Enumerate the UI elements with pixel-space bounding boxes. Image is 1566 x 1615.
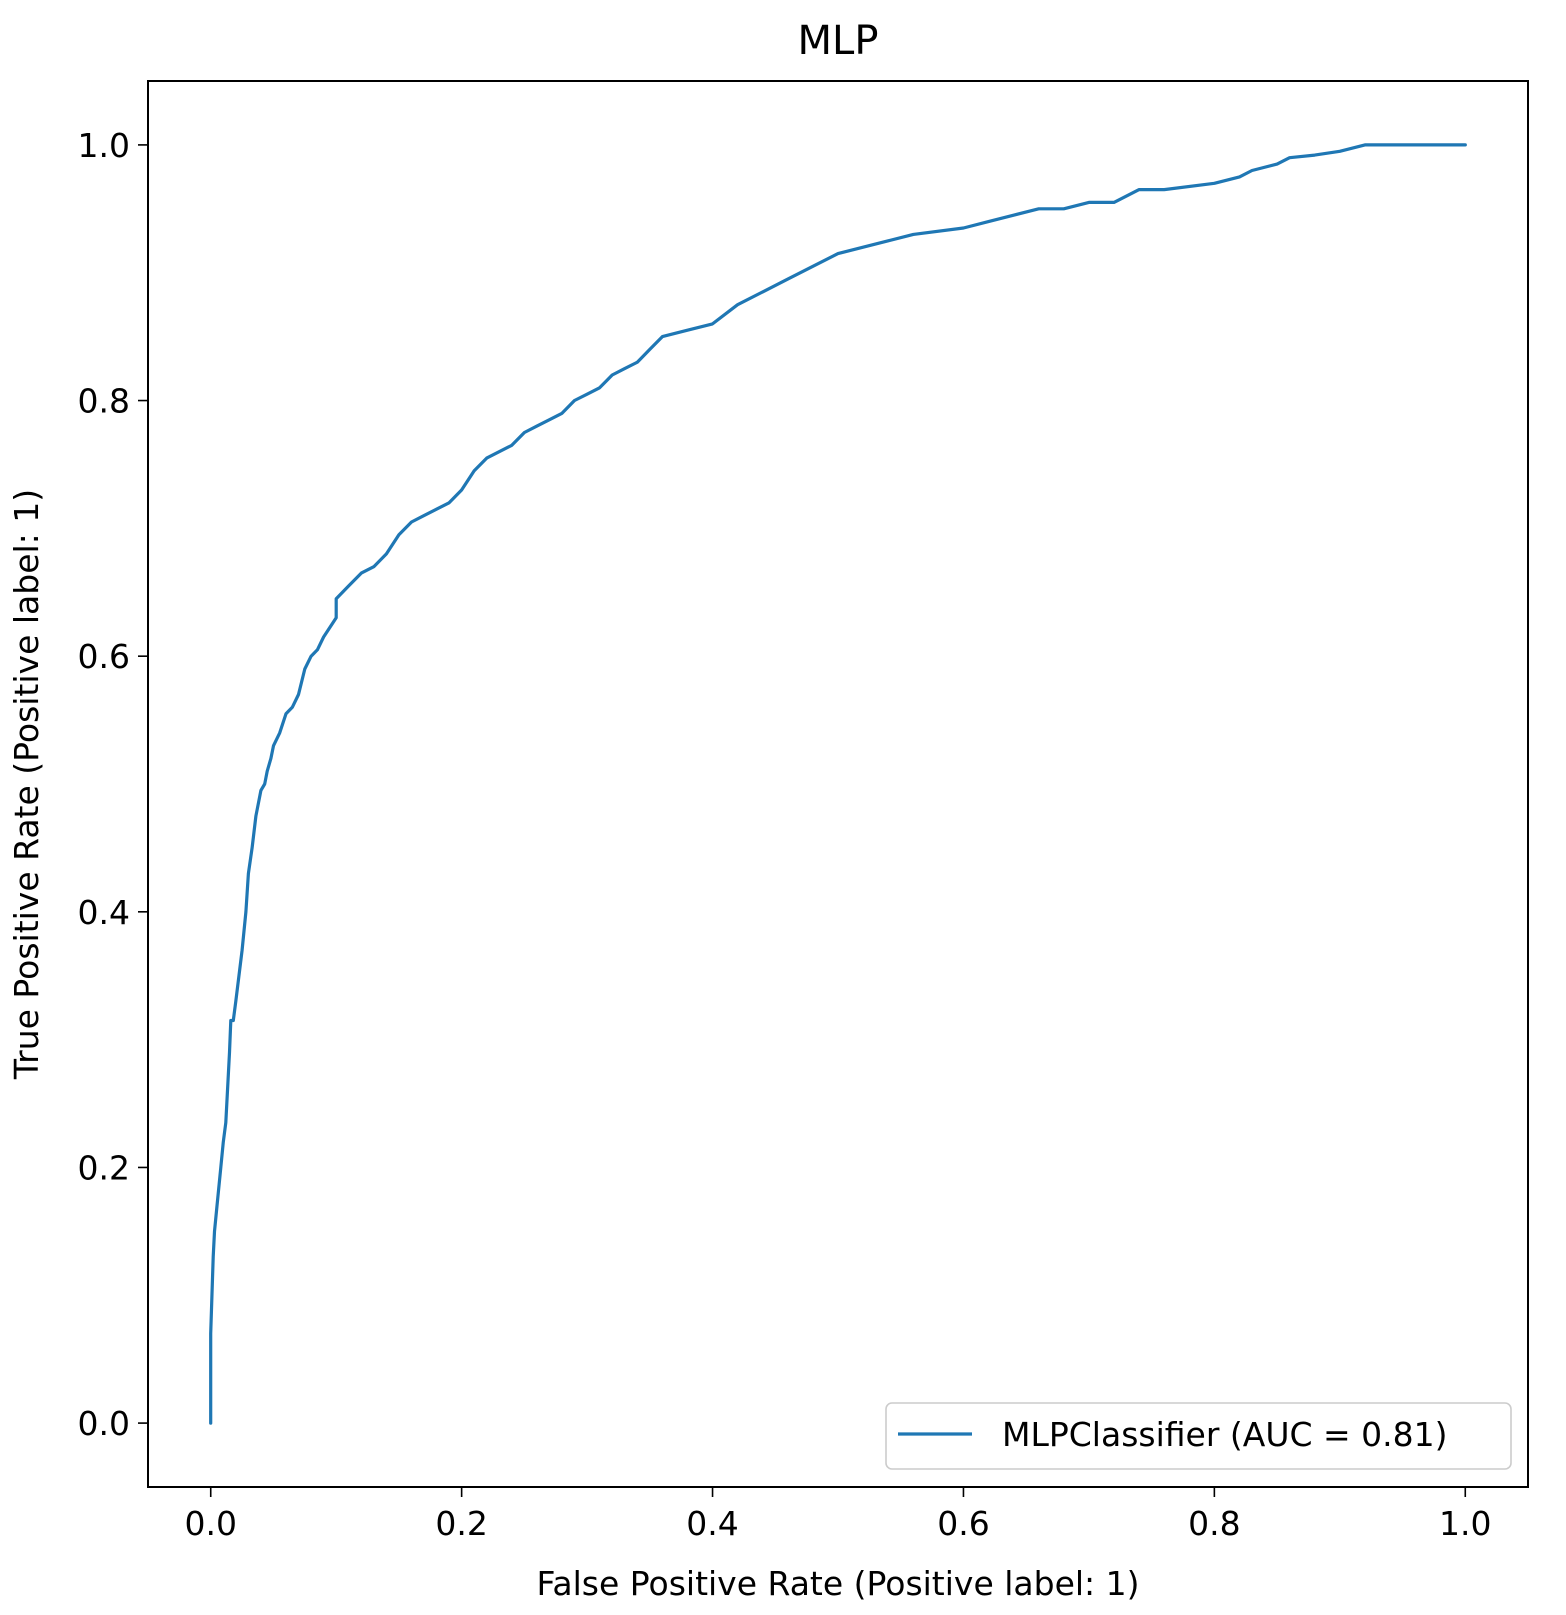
x-tick-label: 0.4 xyxy=(686,1504,738,1543)
y-axis: 0.0 0.2 0.4 0.6 0.8 1.0 xyxy=(78,126,148,1443)
x-axis: 0.0 0.2 0.4 0.6 0.8 1.0 xyxy=(184,1487,1492,1543)
x-axis-label: False Positive Rate (Positive label: 1) xyxy=(536,1564,1139,1603)
x-tick-label: 1.0 xyxy=(1439,1504,1491,1543)
roc-curve-0 xyxy=(209,143,1467,1425)
y-axis-label: True Positive Rate (Positive label: 1) xyxy=(7,489,46,1080)
y-tick-label: 0.8 xyxy=(78,382,130,421)
y-tick-label: 0.2 xyxy=(78,1148,130,1187)
legend: MLPClassifier (AUC = 0.81) xyxy=(885,1402,1512,1470)
legend-box xyxy=(885,1402,1512,1470)
chart-title: MLP xyxy=(798,18,879,64)
y-tick-label: 0.6 xyxy=(78,637,130,676)
y-tick-label: 0.0 xyxy=(78,1404,130,1443)
x-tick-label: 0.8 xyxy=(1188,1504,1240,1543)
axes-frame xyxy=(147,80,1529,1488)
x-tick-label: 0.6 xyxy=(937,1504,989,1543)
x-tick-label: 0.2 xyxy=(435,1504,487,1543)
y-tick-label: 1.0 xyxy=(78,126,130,165)
x-tick-label: 0.0 xyxy=(184,1504,236,1543)
plot-area xyxy=(209,143,1467,1425)
legend-label: MLPClassifier (AUC = 0.81) xyxy=(1002,1415,1448,1454)
y-tick-label: 0.4 xyxy=(78,893,130,932)
